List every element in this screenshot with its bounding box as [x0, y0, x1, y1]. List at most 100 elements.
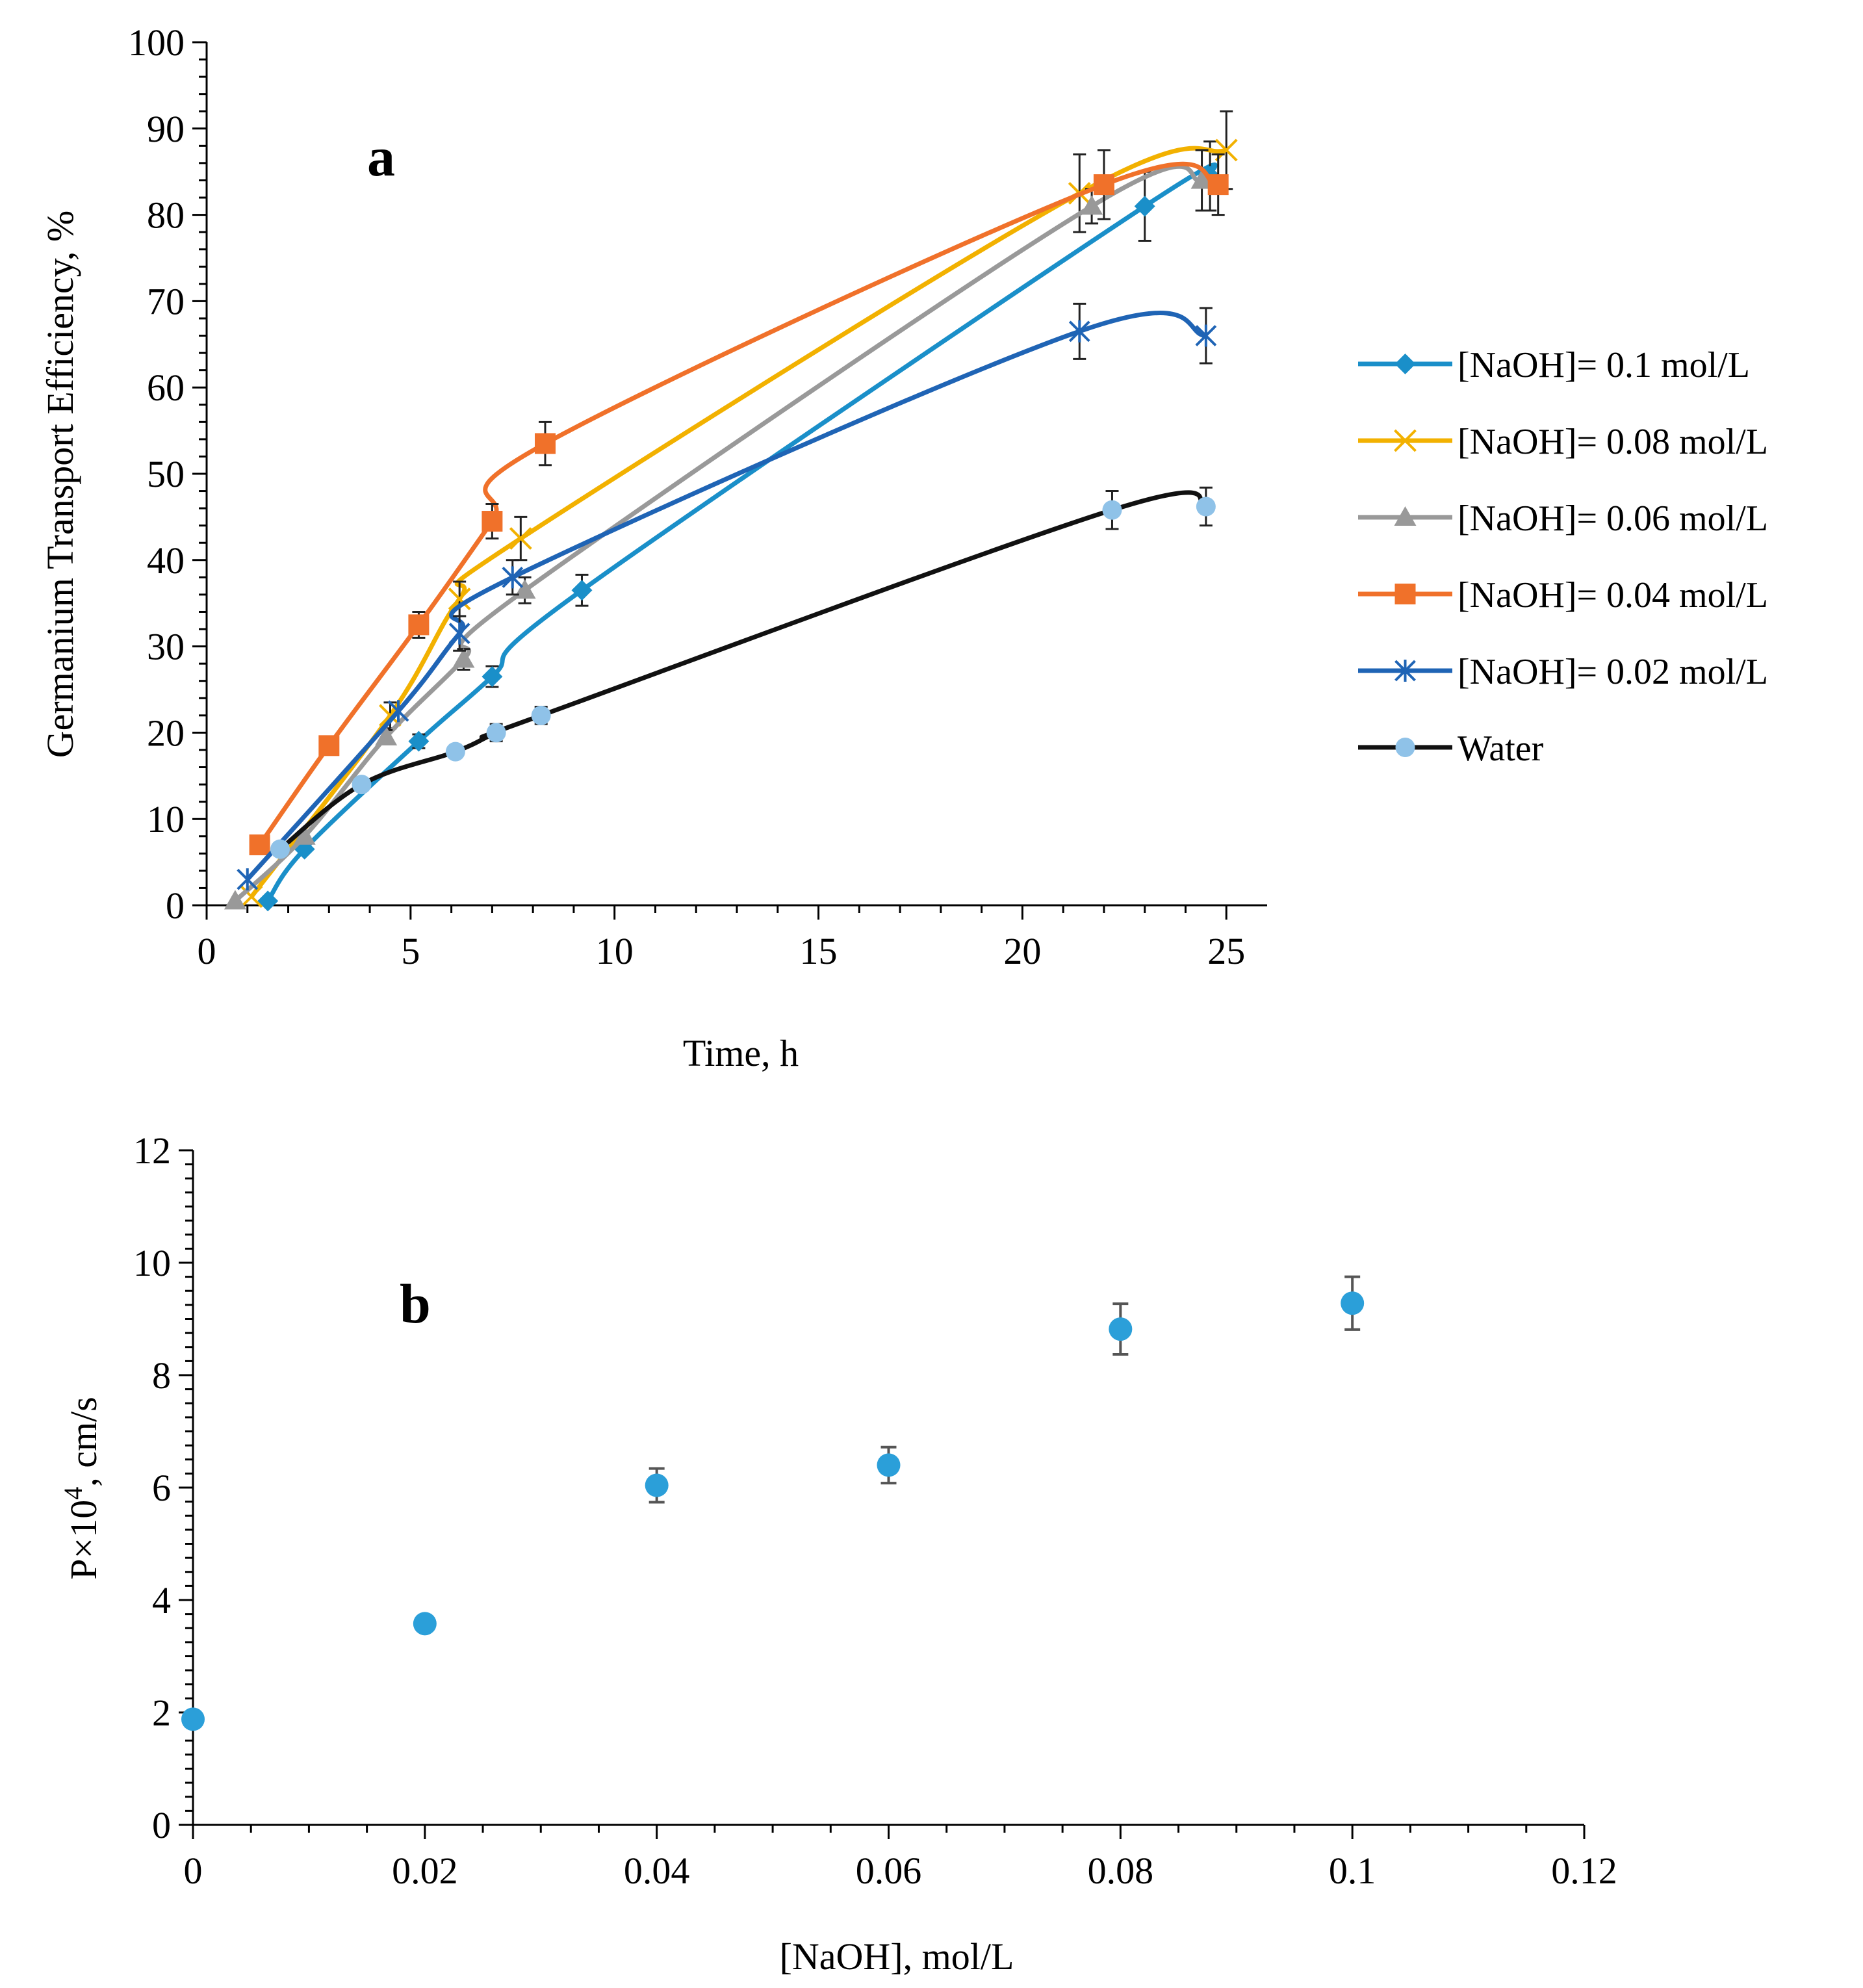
legend-marker [1394, 354, 1416, 374]
data-point [1207, 174, 1229, 196]
x-tick-label: 10 [596, 930, 634, 972]
data-point [571, 580, 593, 601]
x-tick-label: 0.02 [392, 1850, 458, 1892]
data-point [645, 1473, 669, 1497]
panel-a-axes: 0 10 20 30 40 50 60 70 80 90 100 0 5 10 15 20 25 [128, 21, 1267, 972]
y-tick-label: 0 [152, 1804, 171, 1846]
data-point [293, 825, 316, 845]
data-point [375, 726, 398, 746]
panel-b-y-axis-title-main: P×10 [62, 1500, 105, 1580]
legend-item: [NaOH]= 0.02 mol/L [1358, 652, 1768, 692]
series-3 [249, 149, 1229, 856]
data-point [257, 890, 279, 912]
data-point [452, 648, 475, 668]
data-point [237, 868, 259, 891]
series-2 [224, 149, 1213, 910]
data-point [534, 433, 556, 454]
legend-marker [1394, 506, 1417, 526]
data-point [482, 511, 503, 532]
data-point [1102, 500, 1122, 520]
y-tick-label: 20 [147, 712, 185, 754]
legend-marker [1394, 584, 1416, 604]
panel-a-letter: a [367, 125, 395, 188]
data-point [249, 834, 270, 856]
panel-a-chart: 0 10 20 30 40 50 60 70 80 90 100 0 5 10 15 20 25 a Time,… [39, 21, 1768, 1074]
data-point [387, 700, 409, 723]
series-1 [240, 110, 1238, 909]
data-point [482, 666, 503, 688]
y-tick-label: 30 [147, 626, 185, 668]
data-point [318, 735, 340, 756]
series-0 [257, 140, 1221, 912]
legend-marker [1395, 738, 1415, 757]
data-point [513, 579, 536, 599]
y-tick-label: 2 [152, 1692, 171, 1734]
data-point [224, 890, 246, 910]
panel-a-y-axis-title: Germanium Transport Efficiency, % [39, 211, 81, 758]
legend-item: [NaOH]= 0.08 mol/L [1358, 422, 1768, 462]
y-tick-label: 10 [147, 798, 185, 840]
data-point [509, 527, 532, 550]
legend-item: Water [1358, 729, 1544, 769]
y-tick-label: 8 [152, 1354, 171, 1397]
panel-a-series [224, 110, 1238, 912]
y-tick-label: 100 [128, 21, 185, 64]
x-tick-label: 0.04 [624, 1850, 690, 1892]
legend-label: [NaOH]= 0.08 mol/L [1458, 422, 1768, 462]
data-point [1214, 138, 1238, 162]
data-point [1081, 195, 1103, 215]
x-tick-label: 0.12 [1551, 1850, 1617, 1892]
panel-b-axes: 0 2 4 6 8 10 12 0 0.02 0.04 0.06 0.08 0.1 0.12 [133, 1130, 1617, 1892]
data-point [877, 1453, 901, 1477]
data-point [445, 742, 465, 762]
x-tick-label: 0.08 [1088, 1850, 1154, 1892]
y-tick-label: 50 [147, 453, 185, 495]
panel-b-chart: 0 2 4 6 8 10 12 0 0.02 0.04 0.06 0.08 0.1 0.12 b [NaO… [58, 1130, 1617, 1978]
x-tick-label: 5 [401, 930, 420, 972]
x-tick-label: 25 [1207, 930, 1245, 972]
x-tick-label: 0 [198, 930, 216, 972]
data-point [1190, 169, 1213, 189]
data-point [1068, 320, 1090, 342]
data-point [502, 566, 524, 589]
data-point [1196, 497, 1216, 517]
legend-label: Water [1458, 729, 1544, 769]
x-tick-label: 0.06 [856, 1850, 922, 1892]
panel-b-y-axis-title: P×104, cm/s [58, 1397, 105, 1580]
y-tick-label: 40 [147, 539, 185, 582]
series-5 [270, 486, 1216, 859]
y-tick-label: 10 [133, 1242, 171, 1284]
series-4 [237, 302, 1217, 891]
data-point [1093, 174, 1114, 196]
legend-label: [NaOH]= 0.04 mol/L [1458, 575, 1768, 615]
data-point [352, 775, 372, 795]
panel-b-letter: b [400, 1272, 431, 1335]
panel-b-y-axis-title-sup: 4 [58, 1487, 88, 1500]
data-point [1341, 1291, 1365, 1315]
data-point [270, 839, 290, 859]
series-line [257, 161, 1219, 847]
x-tick-label: 20 [1003, 930, 1041, 972]
data-point [1109, 1317, 1133, 1341]
data-point [448, 587, 471, 610]
legend-item: [NaOH]= 0.06 mol/L [1358, 498, 1768, 539]
data-point [181, 1707, 205, 1731]
data-point [531, 705, 551, 725]
panel-a-x-axis-title: Time, h [683, 1032, 799, 1074]
legend-item: [NaOH]= 0.1 mol/L [1358, 345, 1750, 385]
series-line [246, 311, 1207, 881]
x-tick-label: 15 [800, 930, 838, 972]
data-point [1134, 196, 1155, 217]
y-tick-label: 4 [152, 1579, 171, 1621]
y-tick-label: 0 [166, 884, 185, 927]
panel-a-legend: [NaOH]= 0.1 mol/L [NaOH]= 0.08 mol/L [NaOH… [1358, 345, 1768, 769]
y-tick-label: 6 [152, 1467, 171, 1509]
legend-marker [1394, 660, 1416, 682]
panel-b-x-axis-title: [NaOH], mol/L [780, 1935, 1014, 1978]
data-point [1195, 324, 1217, 347]
legend-label: [NaOH]= 0.02 mol/L [1458, 652, 1768, 692]
y-tick-label: 90 [147, 108, 185, 150]
data-point [408, 730, 430, 752]
series-line [266, 162, 1218, 903]
panel-b-y-axis-title-rest: , cm/s [62, 1397, 105, 1487]
